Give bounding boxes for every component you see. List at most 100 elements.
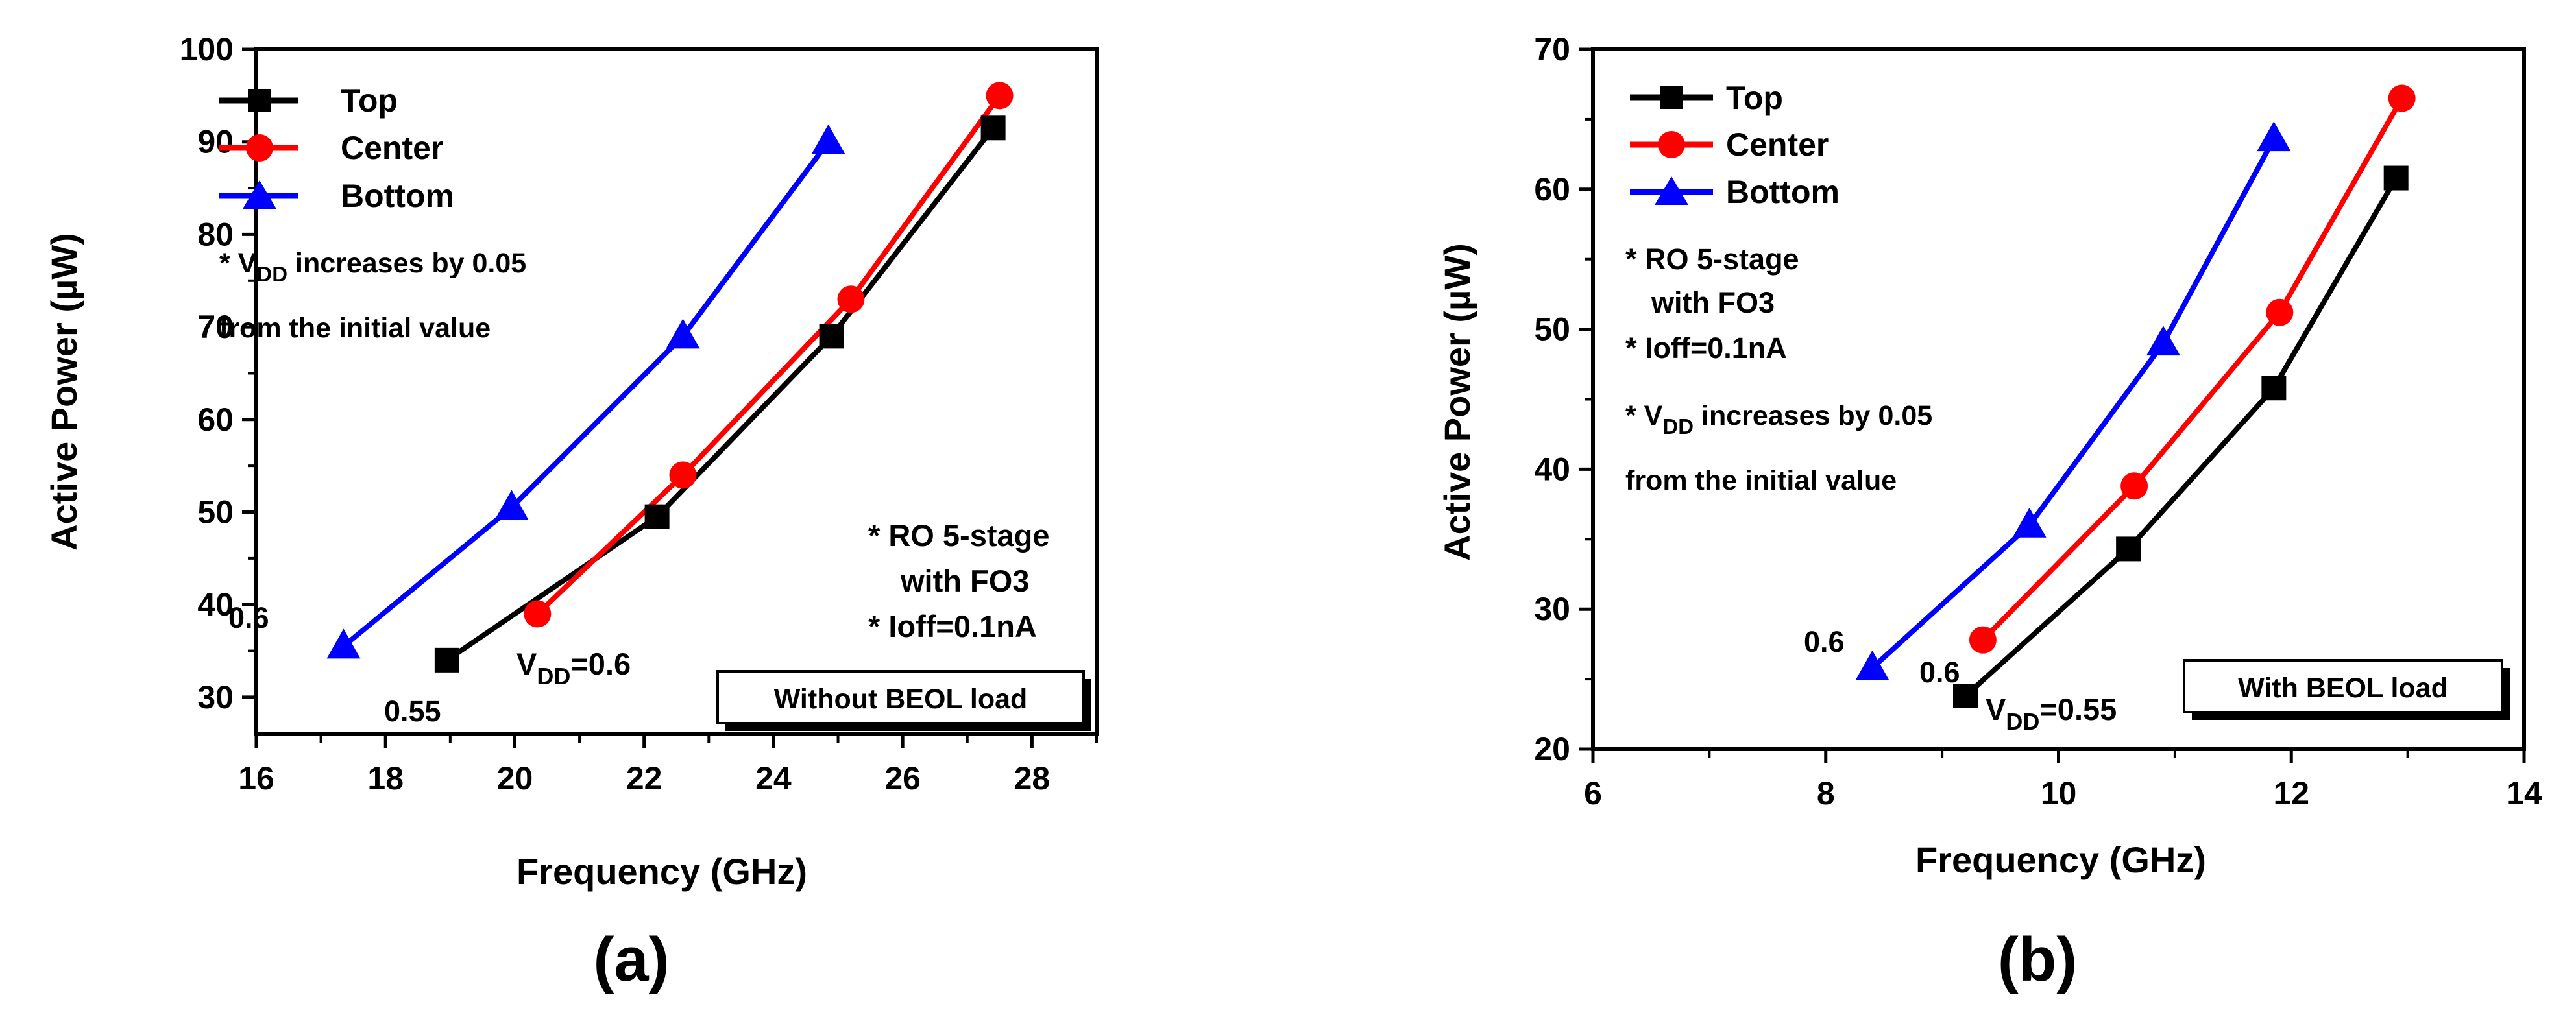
data-point-center: [524, 600, 552, 628]
y-tick-label-b: 60: [1534, 171, 1570, 208]
beol-box-b-label: With BEOL load: [2238, 673, 2448, 704]
legend-a-top-marker: [248, 89, 271, 112]
y-tick-label-b: 20: [1534, 731, 1570, 767]
series-a: [326, 82, 1014, 673]
x-tick-label-a: 24: [755, 760, 792, 796]
data-point-bottom: [494, 490, 529, 520]
annotation-a-ioff: * Ioff=0.1nA: [868, 609, 1037, 643]
x-tick-label-a: 26: [884, 760, 921, 796]
plot-frame-a: [254, 47, 1099, 736]
data-point-bottom: [1855, 650, 1889, 680]
annotation-b-ioff: * Ioff=0.1nA: [1625, 331, 1787, 365]
x-tick-label-a: 16: [238, 760, 274, 796]
series-line-center: [535, 93, 1002, 616]
beol-box-a: Without BEOL load: [716, 670, 1091, 731]
annotation-b-vdd-note-1: * VDD increases by 0.05: [1625, 400, 1932, 438]
data-point-bottom: [326, 628, 361, 659]
data-point-top: [819, 324, 844, 349]
data-point-top: [2383, 165, 2409, 191]
data-point-center: [2388, 84, 2416, 112]
y-tick-label-b: 30: [1534, 591, 1570, 627]
data-point-center: [837, 285, 865, 313]
x-axis-label-a: Frequency (GHz): [516, 851, 807, 892]
data-point-bottom: [2012, 507, 2047, 538]
data-point-center: [669, 461, 697, 489]
legend-a: Top Center Bottom: [219, 82, 454, 214]
x-tick-label-b: 6: [1584, 775, 1602, 811]
legend-a-bottom-label: Bottom: [341, 178, 454, 214]
x-tick-label-b: 12: [2273, 775, 2309, 811]
axes-b: 6 8 10 12 14 20 30 40 50 60 70: [1534, 31, 2542, 811]
data-point-bottom: [666, 318, 700, 349]
legend-a-bottom-marker: [243, 180, 276, 209]
y-tick-label-a: 30: [197, 679, 234, 715]
annotation-b-vdd-start: VDD=0.55: [1986, 692, 2117, 735]
x-tick-label-b: 10: [2041, 775, 2077, 811]
annotation-a-vdd-start: VDD=0.6: [516, 647, 631, 689]
series-line-top: [1963, 176, 2399, 698]
x-tick-label-b: 8: [1817, 775, 1835, 811]
series-line-bottom: [341, 140, 831, 649]
data-point-center: [2266, 298, 2294, 326]
series-line-top: [445, 126, 995, 663]
x-tick-label-a: 28: [1014, 760, 1051, 796]
legend-b-bottom-label: Bottom: [1726, 174, 1840, 210]
annotation-a-label-055: 0.55: [384, 695, 441, 728]
y-tick-label-a: 100: [180, 31, 234, 67]
annotation-a-ro-1: * RO 5-stage: [868, 518, 1049, 553]
y-tick-label-b: 40: [1534, 451, 1570, 487]
y-axis-label-a: Active Power (µW): [43, 233, 84, 551]
y-tick-label-a: 70: [197, 309, 234, 345]
data-point-top: [1953, 683, 1978, 708]
legend-b-center-marker: [1658, 131, 1685, 158]
data-point-bottom: [2146, 326, 2180, 356]
data-point-bottom: [2257, 121, 2291, 152]
y-tick-label-a: 40: [197, 586, 234, 623]
annotation-b-label-06-center: 0.6: [1919, 656, 1960, 689]
annotation-b-vdd-note-2: from the initial value: [1625, 465, 1897, 496]
data-point-center: [2120, 472, 2148, 500]
y-tick-label-b: 70: [1534, 31, 1570, 67]
y-tick-label-a: 60: [197, 401, 234, 438]
legend-a-top-label: Top: [341, 82, 398, 119]
beol-box-b: With BEOL load: [2183, 659, 2510, 720]
legend-b-top-label: Top: [1726, 80, 1783, 116]
axes-a: 16 18 20 22 24 26 28 30 40 50 60 70 80 90 100: [180, 31, 1098, 796]
y-axis-label-b: Active Power (µW): [1437, 243, 1477, 561]
series-line-bottom: [1870, 138, 2276, 670]
x-tick-label-a: 20: [497, 760, 533, 796]
annotation-a-label-06: 0.6: [228, 601, 269, 634]
data-point-center: [986, 82, 1014, 110]
annotation-a-vdd-note-1: * VDD increases by 0.05: [219, 248, 526, 286]
beol-box-a-label: Without BEOL load: [774, 684, 1028, 715]
legend-a-center-label: Center: [341, 130, 443, 166]
y-tick-label-a: 90: [197, 124, 234, 160]
data-point-top: [2261, 376, 2287, 401]
y-tick-label-a: 80: [197, 216, 234, 252]
x-tick-label-a: 22: [626, 760, 662, 796]
panel-b: 6 8 10 12 14 20 30 40 50 60 70 Top Center Bottom *…: [1437, 31, 2542, 994]
panel-a: 16 18 20 22 24 26 28 30 40 50 60 70 80 90 100 Top Cent…: [43, 31, 1099, 994]
legend-b-center-label: Center: [1726, 126, 1829, 163]
annotation-b-label-06-bottom: 0.6: [1804, 625, 1845, 658]
data-point-top: [980, 115, 1006, 141]
annotation-b-ro-2: with FO3: [1651, 286, 1775, 319]
series-b: [1855, 84, 2416, 708]
panel-label-a: (a): [593, 925, 669, 994]
x-axis-label-b: Frequency (GHz): [1915, 839, 2206, 880]
legend-b-bottom-marker: [1655, 176, 1688, 205]
data-point-top: [2116, 536, 2141, 562]
annotation-b-ro-1: * RO 5-stage: [1625, 243, 1799, 276]
annotation-a-ro-2: with FO3: [900, 564, 1029, 598]
panel-label-b: (b): [1998, 925, 2078, 994]
legend-b-top-marker: [1660, 86, 1683, 109]
y-tick-label-a: 50: [197, 494, 234, 531]
x-tick-label-b: 14: [2506, 775, 2542, 811]
data-point-bottom: [811, 124, 845, 154]
legend-a-center-marker: [246, 134, 273, 162]
annotation-a-vdd-note-2: from the initial value: [219, 313, 491, 344]
x-tick-label-a: 18: [367, 760, 404, 796]
series-line-center: [1981, 97, 2405, 642]
data-point-top: [644, 504, 670, 529]
